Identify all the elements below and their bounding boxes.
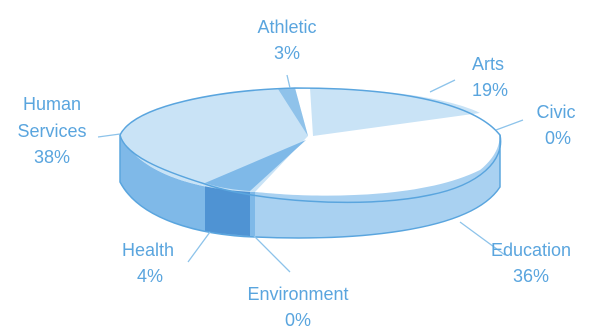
label-education-value: 36% [513, 266, 549, 286]
slice-education-top [257, 112, 500, 196]
label-civic-value: 0% [545, 128, 571, 148]
leader-line-education [459, 221, 506, 256]
pie-bottom-outline [119, 135, 501, 239]
label-athletic-value: 3% [274, 43, 300, 63]
label-education-name: Education [491, 240, 571, 260]
label-human-services-line2: Services [17, 121, 86, 141]
slice-arts-top [310, 88, 480, 136]
side-wall-health [205, 183, 250, 236]
label-environment-name: Environment [247, 284, 348, 304]
leader-line-environment [253, 235, 291, 273]
leader-line-athletic [286, 74, 291, 89]
leader-line-human-services [97, 133, 121, 138]
label-health-name: Health [122, 240, 174, 260]
leader-line-health [187, 231, 211, 263]
slice-health-top [205, 140, 306, 191]
label-athletic-name: Athletic [257, 17, 316, 37]
pie-outline [119, 87, 502, 204]
side-wall-education [255, 140, 500, 238]
label-arts-value: 19% [472, 80, 508, 100]
label-civic-name: Civic [537, 102, 576, 122]
label-environment-value: 0% [285, 310, 311, 330]
label-human-services-value: 38% [34, 147, 70, 167]
label-health-value: 4% [137, 266, 163, 286]
slice-athletic-top [278, 88, 308, 136]
leader-line-arts [429, 79, 456, 93]
label-arts-name: Arts [472, 54, 504, 74]
label-human-services-line1: Human [23, 94, 81, 114]
leader-line-civic [495, 119, 524, 131]
